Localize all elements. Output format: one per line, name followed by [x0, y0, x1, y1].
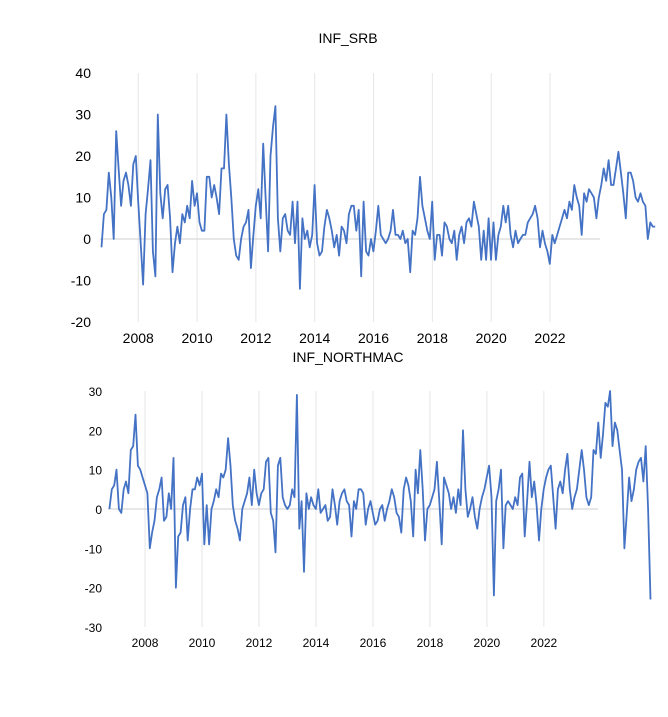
series-line-inf-srb [100, 105, 656, 290]
chart-title: INF_SRB [318, 30, 377, 46]
y-tick-label: -10 [85, 542, 103, 556]
x-tick-label: 2014 [299, 330, 330, 346]
y-tick-label: 0 [83, 231, 91, 247]
chart-panel-inf-srb: INF_SRB -20 -10 0 10 20 30 40 2008 2010 2012 2014 2… [71, 30, 656, 346]
x-tick-label: 2008 [132, 636, 159, 650]
y-tick-label: -20 [71, 314, 91, 330]
y-tick-label: -20 [85, 582, 103, 596]
x-tick-label: 2012 [240, 330, 271, 346]
x-tick-label: 2018 [417, 636, 444, 650]
y-tick-label: 30 [75, 107, 91, 123]
chart-title: INF_NORTHMAC [293, 349, 404, 365]
x-tick-label: 2014 [303, 636, 330, 650]
y-tick-label: 10 [89, 464, 103, 478]
x-tick-label: 2008 [123, 330, 154, 346]
y-tick-label: 40 [75, 65, 91, 81]
x-tick-label: 2018 [417, 330, 448, 346]
x-tick-label: 2016 [358, 330, 389, 346]
y-tick-label: 0 [95, 503, 102, 517]
y-tick-label: 20 [89, 424, 103, 438]
x-tick-label: 2020 [474, 636, 501, 650]
y-tick-label: 10 [75, 190, 91, 206]
x-tick-label: 2010 [181, 330, 212, 346]
x-tick-label: 2022 [531, 636, 558, 650]
x-tick-label: 2022 [534, 330, 565, 346]
y-tick-label: -30 [85, 621, 103, 635]
x-tick-label: 2020 [476, 330, 507, 346]
y-tick-label: 20 [75, 148, 91, 164]
series-line-inf-northmac [108, 390, 652, 600]
chart-panel-inf-northmac: INF_NORTHMAC -30 -20 -10 0 10 20 30 2008 2010 201… [85, 349, 652, 650]
x-tick-label: 2012 [246, 636, 273, 650]
y-tick-label: -10 [71, 273, 91, 289]
x-tick-label: 2016 [360, 636, 387, 650]
y-tick-label: 30 [89, 385, 103, 399]
x-tick-label: 2010 [189, 636, 216, 650]
